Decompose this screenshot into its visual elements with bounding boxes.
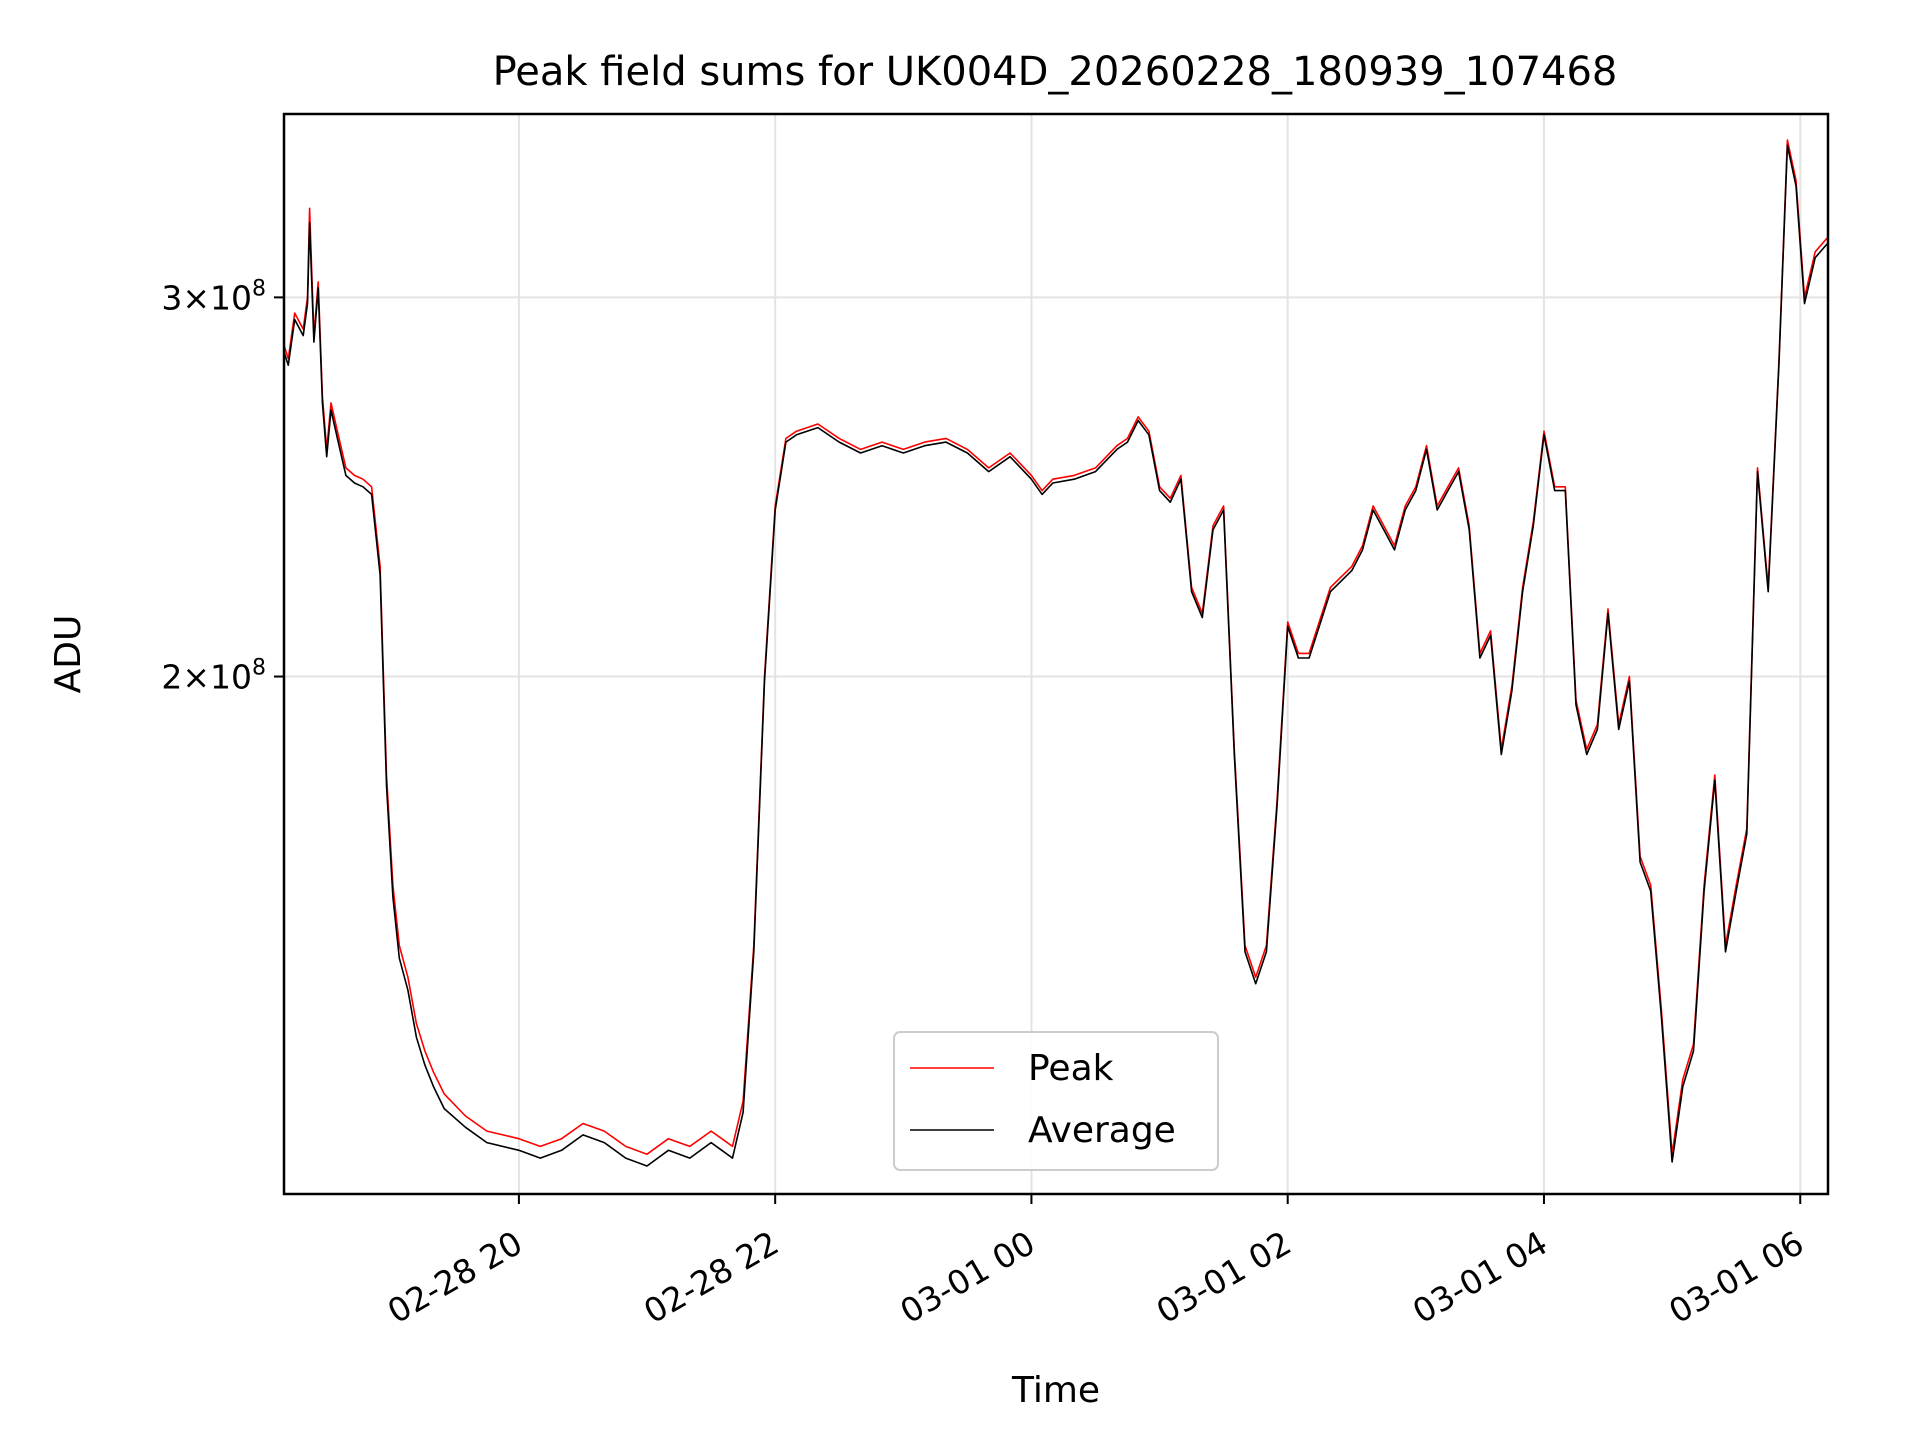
y-tick-label: 3×108: [161, 276, 266, 317]
grid: [284, 114, 1828, 1194]
chart-title: Peak field sums for UK004D_20260228_1809…: [493, 49, 1618, 95]
plot-area: [283, 139, 1829, 1167]
legend-box: [893, 1031, 1219, 1171]
legend-label-average: Average: [1028, 1110, 1176, 1151]
y-axis-label: ADU: [48, 615, 89, 694]
y-axis: 2×108 3×108: [161, 276, 284, 697]
legend-label-peak: Peak: [1028, 1048, 1114, 1089]
axes-frame: [282, 112, 1830, 1196]
legend: Peak Average: [893, 1031, 1219, 1171]
x-axis-label: Time: [1011, 1370, 1100, 1411]
series-line-average: [283, 144, 1829, 1167]
y-tick-label: 2×108: [161, 656, 266, 697]
